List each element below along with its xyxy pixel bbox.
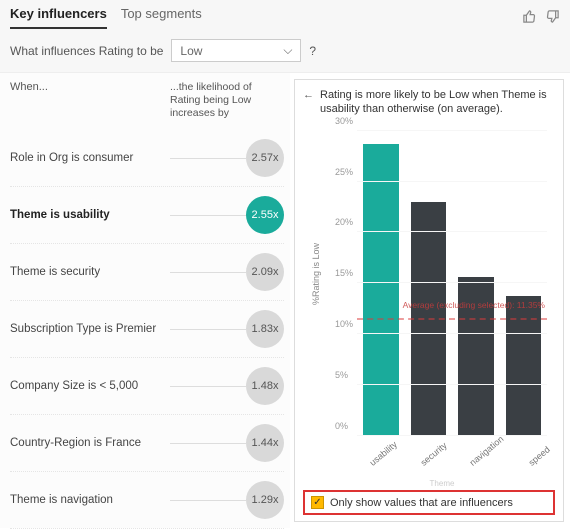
factor-label: Company Size is < 5,000 — [10, 380, 170, 392]
only-influencers-row: ✓ Only show values that are influencers — [303, 490, 555, 515]
rating-dropdown[interactable]: Low ⌵ — [171, 39, 301, 62]
factor-row[interactable]: Role in Org is consumer 2.57x — [10, 130, 284, 187]
factor-bubble: 1.44x — [246, 424, 284, 462]
factor-bubble: 1.48x — [246, 367, 284, 405]
factor-row[interactable]: Company Size is < 5,000 1.48x — [10, 358, 284, 415]
main: When... ...the likelihood of Rating bein… — [0, 73, 570, 528]
y-tick: 0% — [335, 421, 348, 431]
feedback-icons — [522, 9, 560, 27]
right-header: ← Rating is more likely to be Low when T… — [303, 88, 555, 117]
x-tick: usability — [363, 439, 399, 471]
factor-row[interactable]: Theme is security 2.09x — [10, 244, 284, 301]
col-header-when: When... — [10, 81, 170, 120]
factor-connector: 1.83x — [170, 310, 284, 348]
factor-label: Theme is navigation — [10, 494, 170, 506]
plot-area: 0%5%10%15%20%25%30%Average (excluding se… — [357, 131, 547, 436]
chart-wrap: %Rating is Low 0%5%10%15%20%25%30%Averag… — [303, 123, 555, 486]
y-tick: 10% — [335, 319, 353, 329]
x-tick: navigation — [463, 434, 505, 472]
question-prefix: What influences Rating to be — [10, 44, 163, 58]
only-influencers-label: Only show values that are influencers — [330, 497, 513, 509]
factor-bubble: 1.29x — [246, 481, 284, 519]
bars — [357, 131, 547, 436]
bar[interactable] — [363, 144, 399, 436]
factor-row[interactable]: Country-Region is France 1.44x — [10, 415, 284, 472]
tab-top-segments[interactable]: Top segments — [121, 6, 202, 29]
right-panel: ← Rating is more likely to be Low when T… — [294, 79, 564, 522]
factor-row[interactable]: Theme is usability 2.55x — [10, 187, 284, 244]
factor-label: Theme is usability — [10, 209, 170, 221]
factor-connector: 1.44x — [170, 424, 284, 462]
help-icon[interactable]: ? — [309, 44, 316, 58]
factor-label: Country-Region is France — [10, 437, 170, 449]
y-tick: 15% — [335, 268, 353, 278]
back-arrow-icon[interactable]: ← — [303, 88, 314, 117]
column-headers: When... ...the likelihood of Rating bein… — [10, 81, 284, 120]
y-tick: 30% — [335, 116, 353, 126]
thumbs-up-icon[interactable] — [522, 9, 537, 27]
factor-label: Theme is security — [10, 266, 170, 278]
y-tick: 5% — [335, 370, 348, 380]
factor-connector: 2.09x — [170, 253, 284, 291]
factor-list: Role in Org is consumer 2.57x Theme is usa… — [10, 130, 284, 529]
factor-row[interactable]: Theme is navigation 1.29x — [10, 472, 284, 529]
only-influencers-checkbox[interactable]: ✓ — [311, 496, 324, 509]
tab-key-influencers[interactable]: Key influencers — [10, 6, 107, 29]
left-panel: When... ...the likelihood of Rating bein… — [0, 73, 290, 528]
x-axis-label: Theme — [430, 479, 455, 488]
factor-connector: 1.48x — [170, 367, 284, 405]
thumbs-down-icon[interactable] — [545, 9, 560, 27]
x-tick: security — [414, 440, 449, 471]
dropdown-value: Low — [180, 44, 202, 58]
tabs: Key influencers Top segments — [10, 6, 202, 29]
x-ticks: usabilitysecuritynavigationspeed — [357, 460, 547, 474]
bar[interactable] — [506, 296, 542, 436]
factor-connector: 2.57x — [170, 139, 284, 177]
factor-bubble: 2.57x — [246, 139, 284, 177]
right-panel-title: Rating is more likely to be Low when The… — [320, 88, 555, 117]
chevron-down-icon: ⌵ — [283, 43, 292, 58]
x-tick: speed — [522, 444, 552, 471]
average-label: Average (excluding selected): 11.35% — [403, 300, 545, 310]
y-tick: 25% — [335, 167, 353, 177]
factor-connector: 1.29x — [170, 481, 284, 519]
factor-bubble: 2.55x — [246, 196, 284, 234]
chart: 0%5%10%15%20%25%30%Average (excluding se… — [333, 123, 551, 486]
factor-row[interactable]: Subscription Type is Premier 1.83x — [10, 301, 284, 358]
y-tick: 20% — [335, 217, 353, 227]
header: Key influencers Top segments — [0, 0, 570, 29]
factor-bubble: 1.83x — [246, 310, 284, 348]
question-row: What influences Rating to be Low ⌵ ? — [0, 29, 570, 73]
factor-bubble: 2.09x — [246, 253, 284, 291]
y-axis-label: %Rating is Low — [311, 243, 321, 305]
factor-connector: 2.55x — [170, 196, 284, 234]
factor-label: Subscription Type is Premier — [10, 323, 170, 335]
factor-label: Role in Org is consumer — [10, 152, 170, 164]
average-line — [357, 318, 547, 320]
col-header-likelihood: ...the likelihood of Rating being Low in… — [170, 81, 284, 120]
